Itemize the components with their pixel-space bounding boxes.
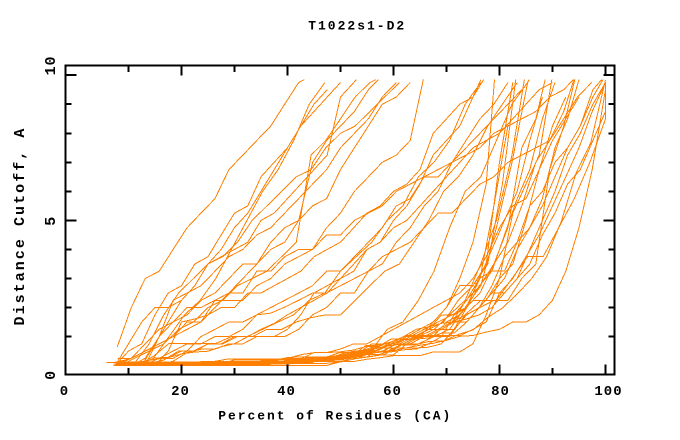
svg-text:40: 40 [277, 384, 296, 400]
svg-text:80: 80 [491, 384, 510, 400]
svg-text:20: 20 [171, 384, 190, 400]
svg-text:0: 0 [43, 370, 60, 380]
svg-text:100: 100 [594, 384, 622, 400]
svg-text:Percent of Residues (CA): Percent of Residues (CA) [218, 409, 452, 424]
svg-text:5: 5 [43, 216, 60, 226]
svg-text:Distance Cutoff, A: Distance Cutoff, A [12, 127, 29, 326]
svg-text:10: 10 [43, 56, 60, 76]
svg-text:60: 60 [383, 384, 402, 400]
svg-text:0: 0 [60, 384, 69, 400]
svg-text:T1022s1-D2: T1022s1-D2 [308, 19, 406, 34]
